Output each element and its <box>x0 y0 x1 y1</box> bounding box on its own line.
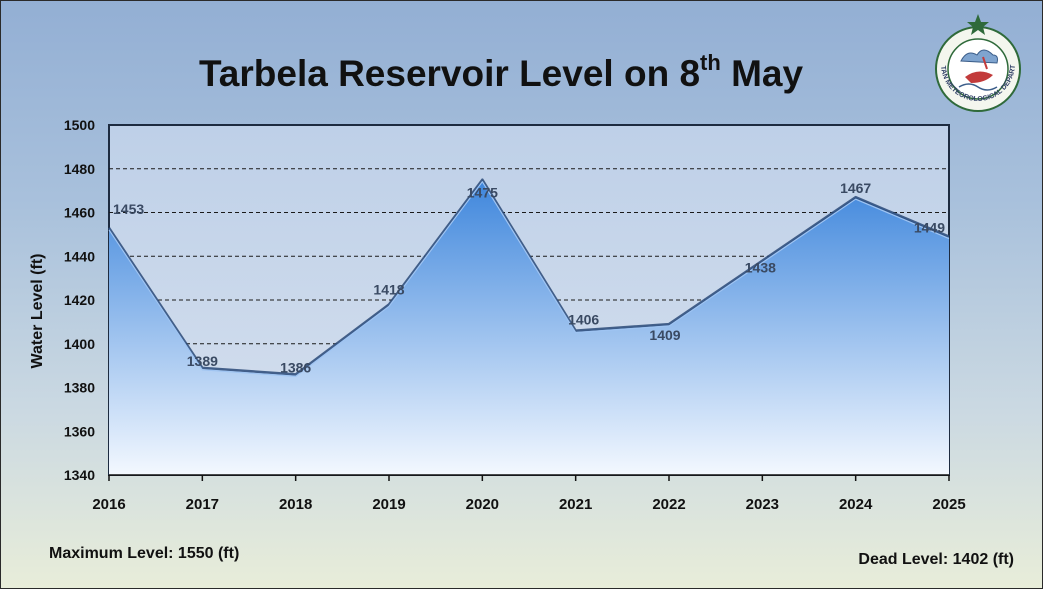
y-tick-label: 1440 <box>64 248 95 264</box>
y-tick-label: 1340 <box>64 467 95 483</box>
data-label: 1389 <box>187 353 218 369</box>
y-tick-label: 1360 <box>64 423 95 439</box>
dead-level-note: Dead Level: 1402 (ft) <box>858 551 1014 568</box>
y-tick-label: 1380 <box>64 380 95 396</box>
chart-title-main: Tarbela Reservoir Level on 8 <box>198 53 701 94</box>
y-tick-label: 1460 <box>64 205 95 221</box>
y-tick-label: 1420 <box>64 292 95 308</box>
level-line-highlight <box>108 181 950 377</box>
data-label: 1449 <box>914 220 945 236</box>
data-label: 1386 <box>280 359 311 375</box>
y-tick-label: 1480 <box>64 161 95 177</box>
y-axis-title: Water Level (ft) <box>29 254 46 369</box>
x-tick-label: 2017 <box>186 496 219 513</box>
data-label: 1438 <box>745 260 776 276</box>
chart-title-end: May <box>720 53 804 94</box>
x-tick-label: 2021 <box>559 496 592 513</box>
data-label: 1418 <box>373 281 404 297</box>
x-tick-label: 2018 <box>279 496 312 513</box>
level-line <box>107 178 950 376</box>
data-label: 1475 <box>467 185 498 201</box>
x-tick-label: 2020 <box>466 496 499 513</box>
x-tick-label: 2024 <box>839 496 873 513</box>
level-area <box>109 179 949 475</box>
chart-title-superscript: th <box>700 50 721 75</box>
data-label: 1453 <box>113 201 144 217</box>
y-tick-label: 1400 <box>64 336 95 352</box>
data-label: 1467 <box>840 180 871 196</box>
data-label: 1406 <box>568 312 599 328</box>
x-tick-label: 2022 <box>652 496 685 513</box>
x-tick-label: 2025 <box>932 496 965 513</box>
maximum-level-note: Maximum Level: 1550 (ft) <box>49 545 240 562</box>
x-tick-label: 2016 <box>92 496 125 513</box>
data-label: 1409 <box>649 327 680 343</box>
x-tick-label: 2023 <box>746 496 779 513</box>
chart-title: Tarbela Reservoir Level on 8th May <box>1 50 1001 95</box>
x-tick-label: 2019 <box>372 496 405 513</box>
pmd-emblem-icon: PAKISTAN METEOROLOGICAL DEPARTMENT <box>925 11 1021 112</box>
y-tick-label: 1500 <box>64 117 95 133</box>
